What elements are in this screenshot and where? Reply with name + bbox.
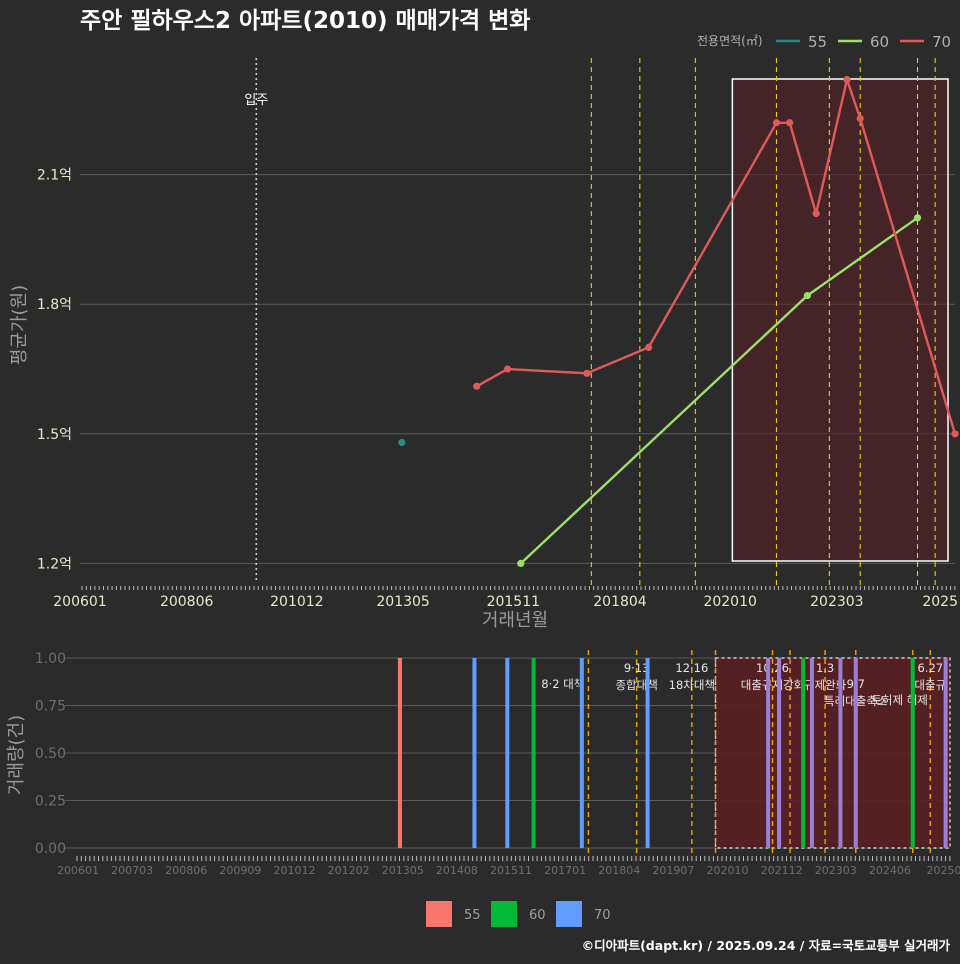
legend-label-55: 55 (808, 33, 827, 51)
x-tick-label: 201511 (487, 594, 540, 610)
data-point-70 (504, 365, 511, 372)
data-point-70 (857, 115, 864, 122)
volume-bar-70 (944, 658, 948, 848)
y-tick-label: 1.5억 (37, 427, 72, 443)
legend-label-70: 70 (594, 908, 611, 923)
legend-label-55: 55 (464, 908, 481, 923)
x-tick-label: 201305 (382, 864, 424, 877)
x-tick-label: 200703 (111, 864, 153, 877)
x-tick-label: 200601 (53, 594, 106, 610)
volume-bar-70 (777, 658, 781, 848)
data-point-70 (773, 119, 780, 126)
policy-label: 토허제 해제 (871, 693, 928, 707)
volume-bar-70 (472, 658, 476, 848)
volume-bar-70 (854, 658, 858, 848)
legend-label-60: 60 (529, 908, 546, 923)
volume-bar-70 (580, 658, 584, 848)
policy-label: 1.3 (816, 661, 834, 675)
volume-bar-60 (911, 658, 915, 848)
volume-bar-60 (801, 658, 805, 848)
y-axis-title: 거래량(건) (6, 715, 27, 795)
policy-label: 대출규제강화 (741, 678, 805, 692)
policy-label: 종합대책 (615, 678, 657, 692)
x-tick-label: 201012 (274, 864, 316, 877)
volume-bar-70 (766, 658, 770, 848)
x-tick-label: 200909 (219, 864, 261, 877)
x-tick-label: 201012 (270, 594, 323, 610)
x-tick-label: 201804 (598, 864, 640, 877)
policy-label: 12·16 (675, 661, 708, 675)
y-tick-label: 0.00 (35, 841, 66, 857)
credit-text: ©디아파트(dapt.kr) / 2025.09.24 / 자료=국토교통부 실… (582, 938, 951, 953)
volume-bar-70 (838, 658, 842, 848)
volume-bar-70 (810, 658, 814, 848)
volume-bar-70 (646, 658, 650, 848)
policy-label: 8·2 대책 (541, 677, 584, 691)
x-tick-label: 201701 (544, 864, 586, 877)
x-tick-label: 2025 (922, 594, 958, 610)
data-point-70 (473, 383, 480, 390)
x-tick-label: 202010 (703, 594, 756, 610)
policy-label: 6.27 (917, 661, 943, 675)
x-tick-label: 202406 (869, 864, 911, 877)
data-point-70 (583, 370, 590, 377)
legend-title: 전용면적(㎡) (697, 34, 763, 48)
x-tick-label: 200601 (57, 864, 99, 877)
data-point-60 (914, 214, 921, 221)
y-tick-label: 1.00 (35, 651, 66, 667)
legend-label-70: 70 (932, 33, 951, 51)
y-axis-title: 평균가(원) (9, 285, 30, 365)
data-point-70 (786, 119, 793, 126)
policy-label: 대출규 (914, 678, 946, 692)
x-tick-label: 202303 (810, 594, 863, 610)
x-tick-label: 201408 (436, 864, 478, 877)
legend-swatch-55 (426, 901, 452, 927)
x-tick-label: 20250 (927, 864, 960, 877)
y-tick-label: 0.25 (35, 794, 66, 810)
data-point-60 (804, 292, 811, 299)
y-tick-label: 2.1억 (37, 168, 72, 184)
x-tick-label: 202112 (761, 864, 803, 877)
move-in-label: 입주 (244, 93, 268, 108)
legend-swatch-60 (491, 901, 517, 927)
x-tick-label: 201804 (593, 594, 647, 610)
data-point-70 (645, 344, 652, 351)
chart-title: 주안 필하우스2 아파트(2010) 매매가격 변화 (80, 8, 530, 34)
y-tick-label: 1.2억 (37, 556, 72, 572)
recent-period-highlight (732, 79, 948, 561)
x-tick-label: 201202 (328, 864, 370, 877)
y-tick-label: 0.50 (35, 746, 66, 762)
legend-label-60: 60 (870, 33, 889, 51)
legend-swatch-70 (556, 901, 582, 927)
x-tick-label: 201907 (652, 864, 694, 877)
x-tick-label: 202303 (815, 864, 857, 877)
x-tick-label: 200806 (160, 594, 214, 610)
data-point-55 (398, 439, 405, 446)
policy-label: 10.26 (756, 661, 789, 675)
x-axis-title: 거래년월 (482, 610, 548, 631)
x-tick-label: 201511 (490, 864, 532, 877)
volume-bar-70 (505, 658, 509, 848)
y-tick-label: 1.8억 (37, 297, 72, 313)
data-point-70 (813, 210, 820, 217)
data-point-70 (843, 76, 850, 83)
volume-bar-60 (532, 658, 536, 848)
x-tick-label: 201305 (376, 594, 429, 610)
x-tick-label: 202010 (707, 864, 749, 877)
policy-label: 18차대책 (669, 678, 715, 692)
y-tick-label: 0.75 (35, 699, 66, 715)
volume-bar-55 (398, 658, 402, 848)
data-point-60 (517, 560, 524, 567)
x-tick-label: 200806 (165, 864, 207, 877)
data-point-70 (951, 430, 958, 437)
